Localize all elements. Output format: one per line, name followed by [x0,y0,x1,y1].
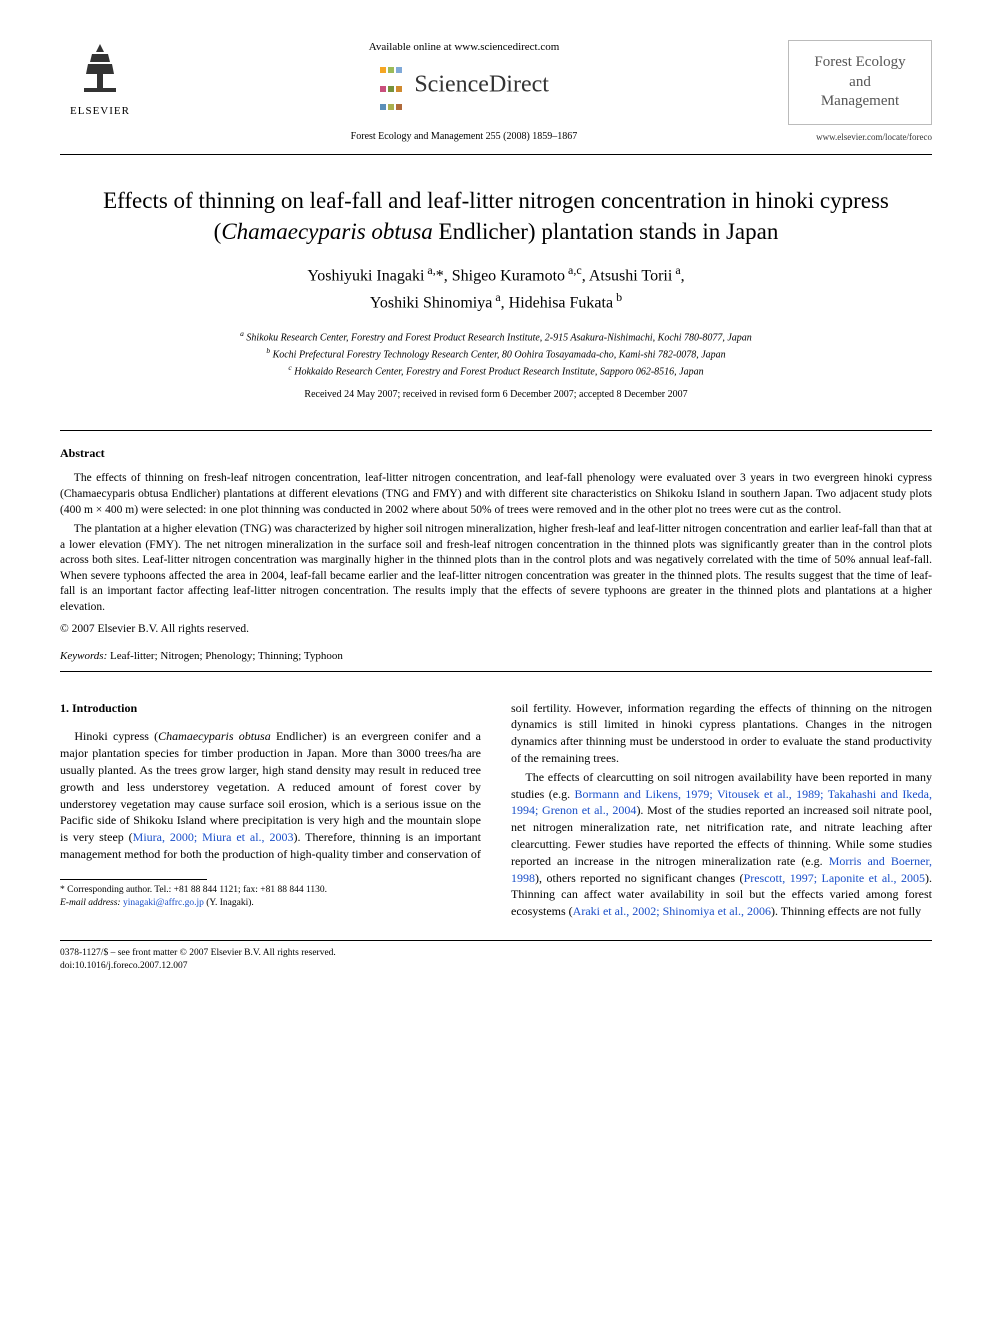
footnote-corr: * Corresponding author. Tel.: +81 88 844… [60,884,481,897]
journal-name-line1: Forest Ecology [795,53,925,73]
sciencedirect-logo: ScienceDirect [160,61,768,116]
elsevier-label: ELSEVIER [60,104,140,119]
left-column: 1. Introduction Hinoki cypress (Chamaecy… [60,700,481,922]
affiliation-c: c Hokkaido Research Center, Forestry and… [60,362,932,379]
article-title: Effects of thinning on leaf-fall and lea… [60,185,932,247]
journal-name-line2: and [795,73,925,93]
footer-rule [60,940,932,941]
journal-url: www.elsevier.com/locate/foreco [788,131,932,144]
citation-link[interactable]: Prescott, 1997; Laponite et al., 2005 [744,871,925,885]
header: ELSEVIER Available online at www.science… [60,40,932,144]
footnote-email[interactable]: yinagaki@affrc.go.jp [121,898,207,908]
abstract-rule-bottom [60,671,932,672]
citation-link[interactable]: Araki et al., 2002; Shinomiya et al., 20… [573,904,771,918]
footer: 0378-1127/$ – see front matter © 2007 El… [60,947,932,973]
abstract-copyright: © 2007 Elsevier B.V. All rights reserved… [60,621,932,637]
article-dates: Received 24 May 2007; received in revise… [60,388,932,402]
abstract-body: The effects of thinning on fresh-leaf ni… [60,471,932,615]
intro-right-p2: The effects of clearcutting on soil nitr… [511,769,932,920]
abstract-heading: Abstract [60,445,932,462]
right-column: soil fertility. However, information reg… [511,700,932,922]
journal-logo-box: Forest Ecology and Management www.elsevi… [788,40,932,143]
intro-left-p1: Hinoki cypress (Chamaecyparis obtusa End… [60,728,481,862]
authors: Yoshiyuki Inagaki a,*, Shigeo Kuramoto a… [60,261,932,316]
header-rule [60,154,932,155]
footnote-email-label: E-mail address: [60,898,121,908]
intro-heading: 1. Introduction [60,700,481,717]
keywords-text: Leaf-litter; Nitrogen; Phenology; Thinni… [107,650,343,662]
keywords: Keywords: Leaf-litter; Nitrogen; Phenolo… [60,649,932,664]
intro-right-p1: soil fertility. However, information reg… [511,700,932,767]
journal-reference: Forest Ecology and Management 255 (2008)… [160,130,768,144]
footnote-email-line: E-mail address: yinagaki@affrc.go.jp (Y.… [60,897,481,910]
footnote-rule [60,879,207,880]
affiliation-a: a Shikoku Research Center, Forestry and … [60,328,932,345]
footer-line1: 0378-1127/$ – see front matter © 2007 El… [60,947,932,960]
footnote-email-who: (Y. Inagaki). [206,898,254,908]
citation-link[interactable]: Miura, 2000; Miura et al., 2003 [133,830,294,844]
sciencedirect-text: ScienceDirect [414,72,549,98]
citation-link[interactable]: Bormann and Likens, 1979; Vitousek et al… [511,787,932,818]
elsevier-logo: ELSEVIER [60,40,140,119]
corresponding-author-footnote: * Corresponding author. Tel.: +81 88 844… [60,884,481,910]
abstract-p2: The plantation at a higher elevation (TN… [60,522,932,615]
abstract-rule-top [60,430,932,431]
abstract-p1: The effects of thinning on fresh-leaf ni… [60,471,932,518]
affiliation-b: b Kochi Prefectural Forestry Technology … [60,345,932,362]
footer-line2: doi:10.1016/j.foreco.2007.12.007 [60,960,932,973]
body-columns: 1. Introduction Hinoki cypress (Chamaecy… [60,700,932,922]
sd-dots-icon [379,61,403,116]
journal-name-line3: Management [795,92,925,112]
center-header: Available online at www.sciencedirect.co… [140,40,788,144]
elsevier-tree-icon [60,40,140,104]
keywords-label: Keywords: [60,650,107,662]
affiliations: a Shikoku Research Center, Forestry and … [60,328,932,380]
available-online-text: Available online at www.sciencedirect.co… [160,40,768,55]
